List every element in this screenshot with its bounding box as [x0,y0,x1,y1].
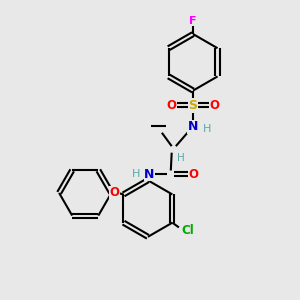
Text: F: F [189,16,197,26]
Text: N: N [188,120,198,133]
Text: H: H [177,153,184,163]
Text: O: O [209,99,220,112]
Text: Cl: Cl [182,224,194,237]
Text: H: H [202,124,211,134]
Text: O: O [188,168,198,181]
Text: O: O [110,186,119,200]
Text: N: N [144,168,154,181]
Text: O: O [167,99,177,112]
Text: S: S [189,99,198,112]
Text: H: H [132,169,140,179]
